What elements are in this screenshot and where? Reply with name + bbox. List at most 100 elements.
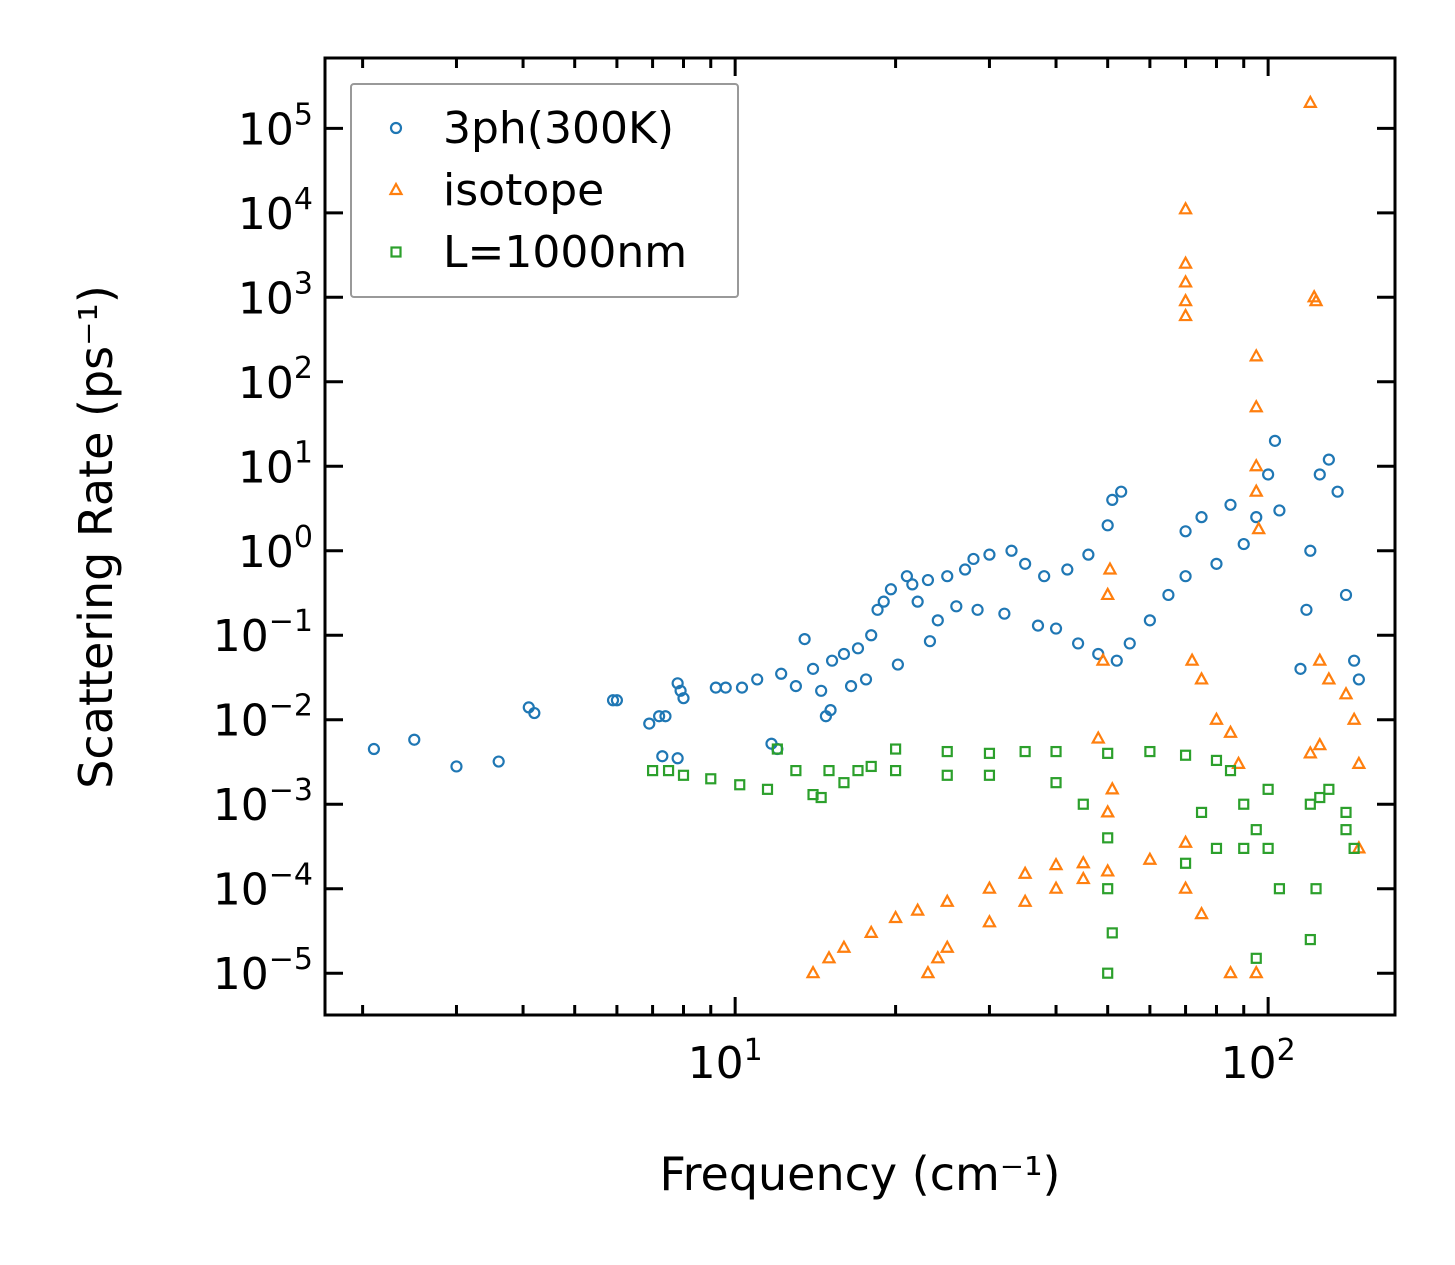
data-point [1273, 883, 1286, 895]
data-point [492, 755, 505, 768]
data-point [1019, 745, 1031, 758]
data-point [1162, 588, 1175, 602]
data-point [677, 692, 690, 705]
data-point [1300, 603, 1313, 616]
data-point [1331, 485, 1344, 498]
data-point [889, 743, 902, 755]
data-point [824, 704, 837, 717]
data-point [859, 673, 873, 686]
y-tick-label: 10−4 [213, 858, 313, 916]
data-point [1351, 755, 1367, 770]
data-point [1304, 933, 1316, 946]
data-point [1178, 880, 1193, 894]
y-tick-label: 10−1 [213, 604, 313, 662]
data-point [1210, 842, 1223, 854]
data-point [971, 603, 984, 616]
data-point [1322, 453, 1335, 466]
data-point [1178, 255, 1193, 269]
data-point [1273, 504, 1286, 517]
data-point [1194, 905, 1209, 920]
data-point [888, 909, 903, 924]
data-point [1095, 652, 1111, 666]
data-point [761, 783, 774, 795]
data-point [1308, 292, 1324, 307]
data-point [1017, 865, 1033, 879]
data-point [367, 742, 381, 756]
data-point [1100, 804, 1116, 818]
data-point [1017, 893, 1033, 907]
data-point [1248, 964, 1264, 979]
data-point [1104, 781, 1120, 795]
data-point [528, 706, 541, 720]
data-point [941, 745, 953, 758]
data-point [982, 880, 997, 894]
data-point [1248, 348, 1264, 362]
data-point [1312, 652, 1328, 666]
data-point [941, 769, 953, 781]
data-point [930, 950, 946, 964]
data-point [1106, 927, 1118, 939]
data-point [1294, 662, 1307, 675]
y-tick-label: 10−2 [213, 689, 313, 747]
plot-frame [323, 56, 1397, 1017]
data-point [815, 791, 827, 804]
data-point [844, 680, 858, 693]
data-point [967, 552, 980, 566]
data-point [789, 680, 802, 693]
data-point [1262, 842, 1274, 854]
data-point [821, 950, 837, 964]
data-point [1178, 274, 1193, 288]
data-point [1224, 498, 1237, 511]
data-point [806, 662, 820, 675]
data-point [1238, 798, 1250, 810]
data-point [910, 902, 926, 916]
data-point [1250, 824, 1262, 836]
data-point [606, 694, 620, 707]
data-point [982, 914, 997, 928]
data-point [719, 681, 732, 694]
data-point [771, 743, 783, 755]
data-point [1144, 745, 1156, 758]
data-point [939, 893, 955, 907]
data-point [1323, 783, 1335, 795]
data-point [653, 710, 666, 723]
data-point [734, 779, 746, 791]
data-point [662, 765, 675, 777]
data-point [1100, 586, 1116, 601]
data-point [1179, 525, 1192, 538]
data-point [677, 769, 690, 781]
data-point [852, 765, 864, 777]
data-point [1312, 736, 1328, 751]
data-point [1340, 824, 1352, 836]
data-point [1123, 637, 1136, 650]
data-point [1210, 557, 1223, 570]
data-point [790, 765, 802, 777]
legend: 3ph(300K) isotope L=1000nm [350, 83, 739, 298]
data-point [1049, 622, 1063, 635]
data-point [1314, 791, 1326, 804]
data-point [1348, 842, 1360, 854]
data-point [1102, 883, 1114, 895]
series-isotope [805, 94, 1367, 979]
data-point [1038, 570, 1051, 583]
data-point [1019, 557, 1032, 570]
legend-label: isotope [443, 165, 604, 216]
data-point [823, 765, 835, 777]
data-point [983, 747, 996, 759]
data-point [998, 607, 1011, 620]
legend-marker-square [390, 246, 402, 258]
data-point [931, 614, 944, 627]
x-tick-label: 101 [688, 1033, 763, 1089]
data-point [1304, 544, 1317, 557]
data-point [408, 733, 421, 746]
data-point [751, 673, 764, 686]
data-point [1101, 519, 1114, 532]
data-point [1251, 520, 1267, 535]
data-point [1100, 863, 1116, 877]
data-point [805, 964, 821, 979]
y-tick-label: 10−5 [213, 942, 313, 1000]
data-point [1340, 806, 1352, 819]
data-point [871, 603, 884, 616]
data-point [1005, 544, 1018, 557]
